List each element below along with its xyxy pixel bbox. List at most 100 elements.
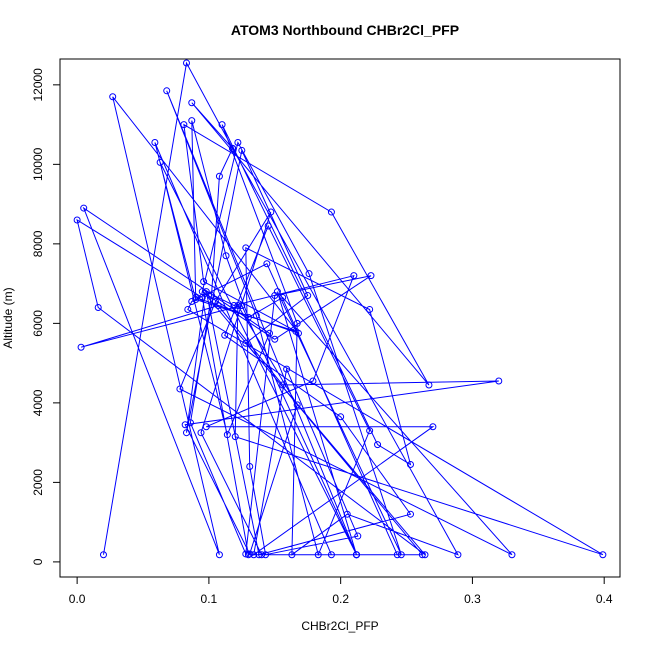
data-point: [215, 551, 223, 559]
data-point: [599, 551, 607, 559]
data-point: [109, 93, 117, 101]
x-tick-label: 0.0: [69, 592, 86, 606]
data-point: [271, 335, 279, 343]
data-point: [309, 377, 317, 385]
data-point: [258, 551, 266, 559]
data-point: [246, 550, 254, 558]
data-point: [94, 303, 102, 311]
data-point: [197, 429, 205, 437]
data-point: [234, 301, 242, 309]
data-point: [366, 305, 374, 313]
data-point: [454, 551, 462, 559]
data-point: [163, 87, 171, 95]
data-point: [244, 551, 252, 559]
data-point: [202, 423, 210, 431]
data-point: [327, 551, 335, 559]
data-point: [425, 381, 433, 389]
data-point: [80, 204, 88, 212]
data-point: [266, 329, 274, 337]
data-point: [267, 208, 275, 216]
data-point: [250, 551, 258, 559]
data-point: [238, 146, 246, 154]
data-point: [314, 551, 322, 559]
data-point: [293, 319, 301, 327]
y-tick-label: 8000: [31, 230, 45, 257]
data-point: [156, 158, 164, 166]
data-point: [192, 294, 200, 302]
y-tick-label: 12000: [31, 68, 45, 102]
data-point: [366, 427, 374, 435]
data-point: [215, 172, 223, 180]
x-tick-label: 0.2: [332, 592, 349, 606]
data-point: [279, 381, 287, 389]
data-point: [263, 260, 271, 268]
data-point: [73, 216, 81, 224]
y-tick-label: 4000: [31, 389, 45, 416]
data-point: [429, 423, 437, 431]
data-point: [234, 138, 242, 146]
data-point: [304, 292, 312, 300]
data-point: [508, 551, 516, 559]
y-tick-label: 6000: [31, 310, 45, 337]
data-point: [188, 117, 196, 125]
y-tick-label: 2000: [31, 469, 45, 496]
series-path: [76, 61, 604, 557]
data-point: [151, 138, 159, 146]
data-point: [352, 551, 360, 559]
data-point: [222, 252, 230, 260]
data-point: [198, 294, 206, 302]
data-point: [238, 301, 246, 309]
data-point: [264, 222, 272, 230]
data-point: [406, 460, 414, 468]
data-point: [99, 551, 107, 559]
data-point: [192, 296, 200, 304]
data-point: [200, 278, 208, 286]
data-point: [495, 377, 503, 385]
data-point: [255, 551, 263, 559]
data-point: [421, 551, 429, 559]
x-tick-label: 0.3: [464, 592, 481, 606]
data-point: [182, 429, 190, 437]
data-point: [218, 121, 226, 129]
data-point: [244, 313, 252, 321]
x-tick-label: 0.4: [596, 592, 613, 606]
data-point: [294, 329, 302, 337]
data-point: [283, 365, 291, 373]
data-point: [230, 301, 238, 309]
data-point: [221, 331, 229, 339]
data-point: [242, 339, 250, 347]
data-point: [288, 551, 296, 559]
data-point: [350, 272, 358, 280]
data-point: [337, 413, 345, 421]
data-point: [418, 551, 426, 559]
data-point: [182, 59, 190, 67]
y-axis-label: Altitude (m): [1, 287, 15, 348]
data-point: [202, 288, 210, 296]
data-point: [208, 292, 216, 300]
data-point: [293, 401, 301, 409]
y-tick-label: 0: [31, 558, 45, 565]
data-point: [181, 421, 189, 429]
data-point: [279, 294, 287, 302]
chart-title: ATOM3 Northbound CHBr2Cl_PFP: [231, 22, 459, 38]
data-point: [223, 431, 231, 439]
series-points: [73, 59, 607, 559]
data-point: [393, 551, 401, 559]
data-point: [252, 311, 260, 319]
data-point: [397, 551, 405, 559]
data-point: [242, 244, 250, 252]
data-point: [305, 270, 313, 278]
data-point: [184, 305, 192, 313]
data-point: [262, 551, 270, 559]
data-point: [231, 433, 239, 441]
data-point: [188, 99, 196, 107]
x-axis: 0.0 0.1 0.2 0.3 0.4: [69, 576, 613, 606]
y-axis: 0 2000 4000 6000 8000 10000 12000: [31, 68, 61, 565]
x-tick-label: 0.1: [201, 592, 218, 606]
data-point: [354, 532, 362, 540]
data-point: [229, 144, 237, 152]
data-point: [77, 343, 85, 351]
y-tick-label: 10000: [31, 147, 45, 181]
data-point: [343, 510, 351, 518]
data-point: [246, 462, 254, 470]
